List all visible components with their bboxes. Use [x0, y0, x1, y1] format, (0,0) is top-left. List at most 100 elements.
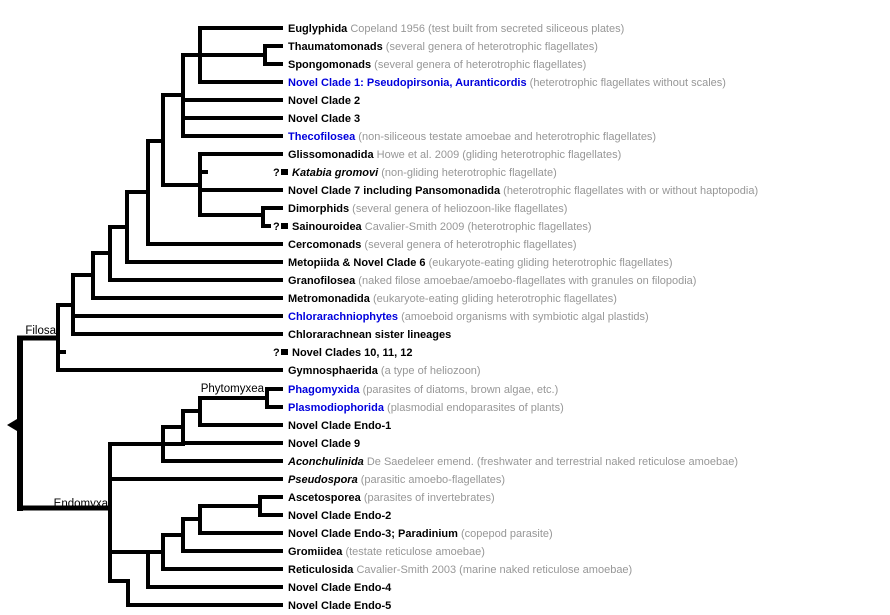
branch-horizontal: [163, 93, 183, 97]
branch-horizontal: [163, 533, 183, 537]
leaf-branch: [93, 296, 283, 300]
branch-vertical: [126, 579, 130, 607]
branch-horizontal: [110, 550, 163, 554]
taxon-label: Gromiidea (testate reticulose amoebae): [288, 546, 485, 558]
uncertain-placement-mark: ?: [273, 167, 280, 179]
branch-horizontal: [183, 517, 200, 521]
leaf-branch: [200, 423, 283, 427]
branch-horizontal: [110, 579, 128, 583]
leaf-branch: [260, 495, 283, 499]
taxon-label: Metopiida & Novel Clade 6 (eukaryote-eat…: [288, 257, 673, 269]
uncertain-branch-square: [281, 349, 288, 355]
branch-horizontal: [17, 335, 58, 341]
taxon-label: Pseudospora (parasitic amoebo-flagellate…: [288, 474, 505, 486]
leaf-branch: [183, 116, 283, 120]
branch-horizontal: [200, 396, 267, 400]
leaf-branch: [200, 188, 283, 192]
leaf-branch: [263, 224, 271, 228]
branch-horizontal: [200, 213, 263, 217]
taxon-label: Novel Clade Endo-4: [288, 582, 392, 594]
taxon-label: Novel Clade 3: [288, 113, 360, 125]
branch-horizontal: [200, 504, 260, 508]
branch-horizontal: [73, 273, 93, 277]
branch-horizontal: [14, 423, 22, 427]
branch-horizontal: [58, 303, 73, 307]
branch-vertical: [146, 550, 150, 589]
uncertain-placement-mark: ?: [273, 221, 280, 233]
leaf-branch: [183, 134, 283, 138]
taxon-label: Glissomonadida Howe et al. 2009 (gliding…: [288, 149, 621, 161]
leaf-branch: [58, 350, 66, 354]
branch-horizontal: [163, 183, 200, 187]
leaf-branch: [110, 278, 283, 282]
taxon-label: Reticulosida Cavalier-Smith 2003 (marine…: [288, 564, 632, 576]
taxon-label: Novel Clade Endo-3; Paradinium (copepod …: [288, 528, 553, 540]
branch-horizontal: [163, 425, 183, 429]
leaf-branch: [200, 80, 283, 84]
taxon-label: Cercomonads (several genera of heterotro…: [288, 239, 577, 251]
leaf-branch: [200, 152, 283, 156]
branch-horizontal: [93, 251, 110, 255]
branch-horizontal: [127, 190, 148, 194]
branch-horizontal: [183, 53, 265, 57]
tree-labels: Euglyphida Copeland 1956 (test built fro…: [25, 23, 758, 612]
leaf-branch: [163, 459, 283, 463]
uncertain-branch-square: [281, 223, 288, 229]
leaf-branch: [263, 206, 283, 210]
leaf-branch: [127, 260, 283, 264]
leaf-branch: [200, 26, 283, 30]
leaf-branch: [183, 441, 283, 445]
taxon-label: Ascetosporea (parasites of invertebrates…: [288, 492, 495, 504]
taxon-label: Chlorarachnean sister lineages: [288, 329, 451, 341]
leaf-branch: [200, 531, 283, 535]
leaf-branch: [163, 567, 283, 571]
leaf-branch: [110, 477, 283, 481]
tree-branches: [7, 26, 288, 607]
branch-horizontal: [110, 225, 127, 229]
uncertain-placement-mark: ?: [273, 347, 280, 359]
leaf-branch: [260, 513, 283, 517]
leaf-branch: [183, 549, 283, 553]
leaf-branch: [148, 242, 283, 246]
leaf-branch: [58, 368, 283, 372]
taxon-label: Katabia gromovi (non-gliding heterotroph…: [292, 167, 557, 179]
taxon-label: Novel Clade 7 including Pansomonadida (h…: [288, 185, 758, 197]
taxon-label: Aconchulinida De Saedeleer emend. (fresh…: [287, 456, 738, 468]
taxon-label: Phagomyxida (parasites of diatoms, brown…: [288, 384, 558, 396]
taxon-label: Gymnosphaerida (a type of heliozoon): [288, 365, 481, 377]
taxon-label: Novel Clade Endo-1: [288, 420, 391, 432]
taxon-label: Thecofilosea (non-siliceous testate amoe…: [288, 131, 656, 143]
root-arrow-icon: [7, 419, 17, 431]
leaf-branch: [267, 405, 283, 409]
taxon-label: Thaumatomonads (several genera of hetero…: [288, 41, 598, 53]
taxon-label: Plasmodiophorida (plasmodial endoparasit…: [288, 402, 564, 414]
branch-vertical: [108, 442, 112, 583]
leaf-branch: [183, 98, 283, 102]
clade-label-phytomyxea: Phytomyxea: [201, 383, 265, 395]
leaf-branch: [265, 62, 283, 66]
leaf-branch: [265, 44, 283, 48]
leaf-branch: [148, 585, 283, 589]
branch-horizontal: [17, 505, 110, 511]
taxon-label: Dimorphids (several genera of heliozoon-…: [288, 203, 567, 215]
taxon-label: Novel Clade 1: Pseudopirsonia, Aurantico…: [288, 77, 726, 89]
leaf-branch: [200, 170, 208, 174]
leaf-branch: [73, 314, 283, 318]
uncertain-branch-square: [281, 169, 288, 175]
taxon-label: Novel Clade 2: [288, 95, 360, 107]
taxon-label: Novel Clade Endo-5: [288, 600, 391, 612]
leaf-branch: [267, 387, 283, 391]
leaf-branch: [128, 603, 283, 607]
taxon-label: Granofilosea (naked filose amoebae/amoeb…: [288, 275, 696, 287]
taxon-label: Chlorarachniophytes (amoeboid organisms …: [288, 311, 649, 323]
leaf-branch: [73, 332, 283, 336]
branch-horizontal: [183, 409, 200, 413]
taxon-label: Metromonadida (eukaryote-eating gliding …: [288, 293, 617, 305]
branch-horizontal: [110, 442, 185, 446]
taxon-label: Novel Clades 10, 11, 12: [292, 347, 412, 359]
taxon-label: Novel Clade 9: [288, 438, 360, 450]
taxon-label: Euglyphida Copeland 1956 (test built fro…: [288, 23, 624, 35]
clade-label-endomyxa: Endomyxa: [54, 498, 109, 510]
